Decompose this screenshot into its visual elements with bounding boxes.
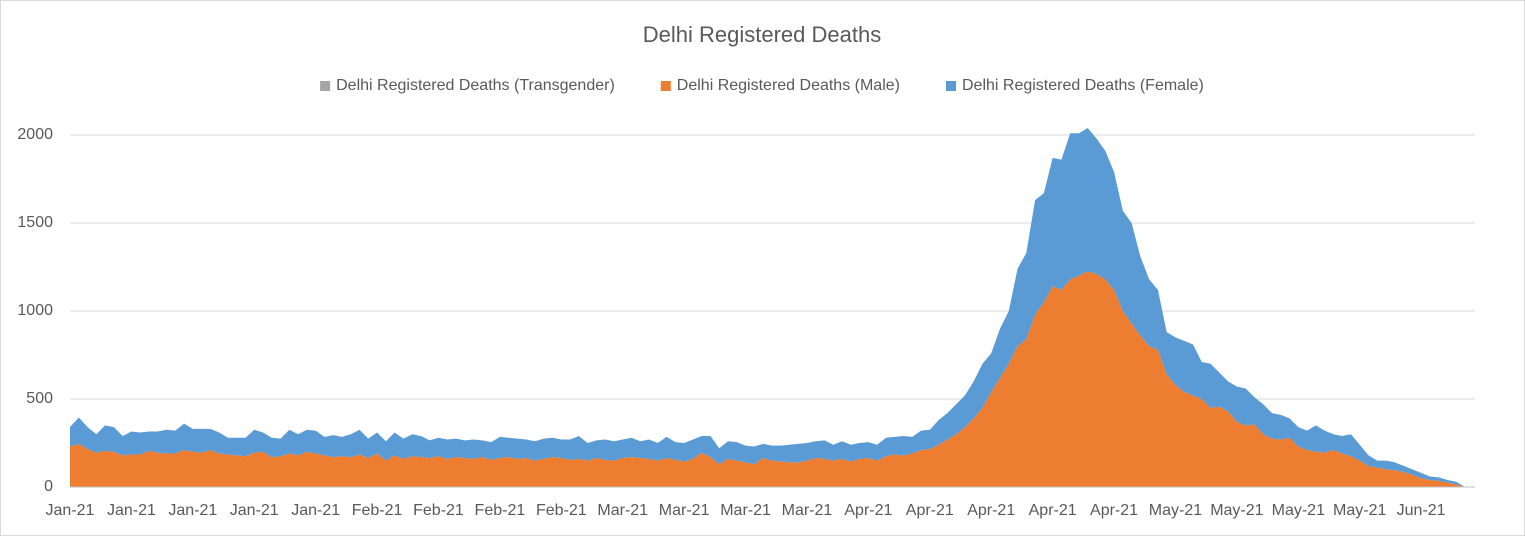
y-tick-label: 500 xyxy=(26,390,53,407)
x-tick-label: Feb-21 xyxy=(352,502,403,519)
x-tick-label: Apr-21 xyxy=(1090,502,1138,519)
x-tick-label: Mar-21 xyxy=(659,502,710,519)
y-tick-label: 0 xyxy=(44,478,53,495)
x-tick-label: Jan-21 xyxy=(291,502,340,519)
x-tick-label: May-21 xyxy=(1272,502,1325,519)
x-tick-label: Mar-21 xyxy=(597,502,648,519)
x-tick-label: Feb-21 xyxy=(475,502,526,519)
x-tick-label: Feb-21 xyxy=(536,502,587,519)
y-tick-label: 2000 xyxy=(17,126,53,143)
y-tick-label: 1000 xyxy=(17,302,53,319)
x-tick-label: Apr-21 xyxy=(1029,502,1077,519)
x-tick-label: May-21 xyxy=(1333,502,1386,519)
y-tick-label: 1500 xyxy=(17,214,53,231)
x-tick-label: Feb-21 xyxy=(413,502,464,519)
area xyxy=(70,127,1465,488)
x-tick-label: Mar-21 xyxy=(782,502,833,519)
x-tick-label: Jan-21 xyxy=(107,502,156,519)
legend-swatch xyxy=(945,81,956,91)
x-tick-label: Jan-21 xyxy=(46,502,95,519)
x-tick-label: Jan-21 xyxy=(168,502,217,519)
area xyxy=(70,271,1465,487)
legend-label: Delhi Registered Deaths (Female) xyxy=(962,77,1204,94)
x-tick-label: Apr-21 xyxy=(967,502,1015,519)
x-tick-label: Apr-21 xyxy=(844,502,892,519)
x-tick-label: Apr-21 xyxy=(906,502,954,519)
legend-swatch xyxy=(660,81,671,91)
legend-swatch xyxy=(320,81,331,91)
x-tick-label: Jan-21 xyxy=(230,502,279,519)
chart-title: Delhi Registered Deaths xyxy=(643,22,881,47)
x-tick-label: Jun-21 xyxy=(1397,502,1446,519)
legend-label: Delhi Registered Deaths (Transgender) xyxy=(336,77,615,94)
legend-label: Delhi Registered Deaths (Male) xyxy=(677,77,900,94)
x-tick-label: Mar-21 xyxy=(720,502,771,519)
x-tick-label: May-21 xyxy=(1210,502,1263,519)
x-tick-label: May-21 xyxy=(1149,502,1202,519)
